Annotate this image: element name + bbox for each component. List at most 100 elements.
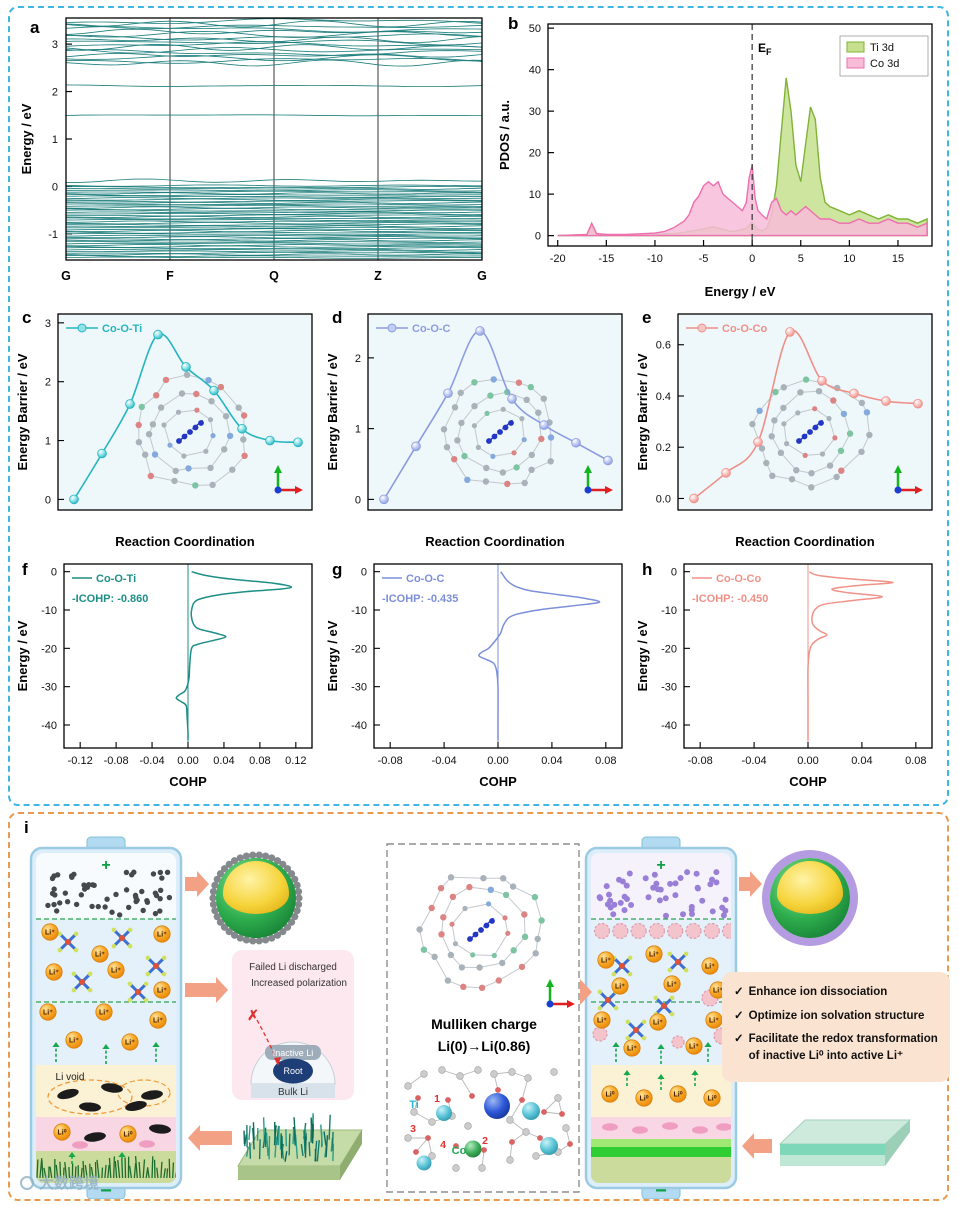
svg-text:0: 0 xyxy=(52,181,58,193)
svg-text:1: 1 xyxy=(355,424,361,436)
site-number-4: 4 xyxy=(440,1139,446,1151)
check-icon: ✓ xyxy=(734,986,744,998)
neb-chart-co-o-ti: 0 1 2 3 Energy Barrier / eV Reaction Coordi… xyxy=(15,313,313,549)
svg-text:Li⁺: Li⁺ xyxy=(709,1018,719,1025)
svg-text:Li⁺: Li⁺ xyxy=(69,1038,79,1045)
check-icon: ✓ xyxy=(734,1009,744,1022)
legend-marker xyxy=(77,323,87,333)
co3d-swatch xyxy=(846,57,865,69)
site-number-2: 2 xyxy=(482,1135,488,1147)
svg-text:5: 5 xyxy=(798,253,804,265)
svg-text:Li⁺: Li⁺ xyxy=(705,964,715,971)
icohp-value: -ICOHP: -0.450 xyxy=(692,593,768,605)
svg-text:Li⁺: Li⁺ xyxy=(601,958,611,965)
svg-text:30: 30 xyxy=(529,106,541,118)
benefits-box: ✓ Enhance ion dissociation ✓ Optimize ion … xyxy=(722,972,950,1082)
svg-text:0: 0 xyxy=(361,567,367,579)
cohp-chart-co-o-c: -0.08 -0.04 0.00 0.04 0.08 0 -10 -20 -30 -40 Ener… xyxy=(325,563,623,789)
right-battery-plus: + xyxy=(656,857,665,874)
svg-text:40: 40 xyxy=(529,65,541,77)
panel-c-xlabel: Reaction Coordination xyxy=(115,534,254,549)
svg-text:-20: -20 xyxy=(661,643,677,655)
svg-text:-30: -30 xyxy=(351,682,367,694)
svg-text:Li⁺: Li⁺ xyxy=(125,1040,135,1047)
svg-text:-20: -20 xyxy=(550,253,566,265)
red-cross-icon: ✗ xyxy=(247,1007,259,1023)
benefit-text-1: Enhance ion dissociation xyxy=(748,986,888,998)
svg-text:0.04: 0.04 xyxy=(851,755,872,767)
legend-co-o-co: Co-O-Co xyxy=(722,323,767,335)
svg-text:-40: -40 xyxy=(661,720,677,732)
cohp-legend: Co-O-Ti -ICOHP: -0.860 xyxy=(72,573,148,605)
battery-interior: Li⁺ Li⁺ Li⁺ Li⁺ Li⁺ Li⁺ Li⁺ Li⁺ Li⁺ Li⁺ Li⁺ Li⁰ Li⁰ xyxy=(36,853,176,1183)
svg-text:Li⁺: Li⁺ xyxy=(45,930,55,937)
mulliken-title: Mulliken charge xyxy=(431,1016,537,1032)
panel-h: h -0.08 -0.04 0.00 0.04 0.08 0 -10 -20 -30 -40 En… xyxy=(634,558,942,802)
panel-f-xlabel: COHP xyxy=(169,774,207,789)
svg-text:-10: -10 xyxy=(647,253,663,265)
neb-legend: Co-O-Ti xyxy=(66,323,142,335)
svg-text:0.4: 0.4 xyxy=(656,391,671,403)
svg-text:0.00: 0.00 xyxy=(487,755,508,767)
svg-text:1: 1 xyxy=(52,134,58,146)
mechanism-schematic: Li⁺ Li⁺ Li⁺ Li⁺ Li⁺ Li⁺ Li⁺ Li⁺ Li⁺ Li⁺ Li⁺ Li⁰ Li⁰ L… xyxy=(29,836,912,1199)
panel-a-label: a xyxy=(30,18,40,37)
molecule-inset xyxy=(416,874,545,991)
panel-g-label: g xyxy=(332,560,343,579)
panel-g-xlabel: COHP xyxy=(479,774,517,789)
neb-chart-co-o-co: 0.0 0.2 0.4 0.6 Energy Barrier / eV Reactio… xyxy=(635,313,933,549)
co-atom-label: Co xyxy=(452,1145,467,1157)
svg-text:-10: -10 xyxy=(41,605,57,617)
svg-text:Li⁺: Li⁺ xyxy=(153,1018,163,1025)
svg-text:0.6: 0.6 xyxy=(656,340,671,352)
legend-co-o-ti: Co-O-Ti xyxy=(96,573,136,585)
svg-text:-0.04: -0.04 xyxy=(742,755,767,767)
svg-text:-20: -20 xyxy=(41,643,57,655)
panel-c-ylabel: Energy Barrier / eV xyxy=(15,353,30,470)
svg-text:Li⁺: Li⁺ xyxy=(653,1020,663,1027)
legend-co-o-ti: Co-O-Ti xyxy=(102,323,142,335)
watermark: 大数跨境 xyxy=(20,1172,99,1193)
svg-text:Li⁺: Li⁺ xyxy=(43,1010,53,1017)
svg-text:0.08: 0.08 xyxy=(905,755,926,767)
svg-text:Li⁰: Li⁰ xyxy=(123,1131,132,1139)
panel-g: g -0.08 -0.04 0.00 0.04 0.08 0 -10 -20 -30 -40 En… xyxy=(324,558,630,802)
svg-text:0.0: 0.0 xyxy=(656,493,671,505)
panel-d: d 0 1 2 Energy Barrier / eV Reaction Coord… xyxy=(324,304,630,556)
panel-a: a G F Q Z G -1 0 1 2 3 Energy / eV xyxy=(16,10,490,302)
svg-text:-15: -15 xyxy=(598,253,614,265)
svg-text:Li⁺: Li⁺ xyxy=(649,952,659,959)
panel-b-ylabel: PDOS / a.u. xyxy=(497,100,512,170)
svg-text:-0.04: -0.04 xyxy=(140,755,165,767)
panel-a-ylabel: Energy / eV xyxy=(19,103,34,174)
svg-text:0.00: 0.00 xyxy=(177,755,198,767)
svg-text:0.00: 0.00 xyxy=(797,755,818,767)
failure-line2: Increased polarization xyxy=(251,978,347,989)
svg-text:0.04: 0.04 xyxy=(541,755,562,767)
svg-text:Li⁺: Li⁺ xyxy=(689,1044,699,1051)
svg-text:Li⁺: Li⁺ xyxy=(99,1010,109,1017)
cohp-chart-co-o-ti: -0.12 -0.08 -0.04 0.00 0.04 0.08 0.12 0 -10 -20 -3… xyxy=(15,563,313,789)
svg-text:-10: -10 xyxy=(351,605,367,617)
svg-text:Li⁺: Li⁺ xyxy=(713,988,723,995)
panel-e-ylabel: Energy Barrier / eV xyxy=(635,353,650,470)
svg-text:-40: -40 xyxy=(351,720,367,732)
neb-chart-co-o-c: 0 1 2 Energy Barrier / eV Reaction Coordin… xyxy=(325,313,623,549)
svg-text:0: 0 xyxy=(749,253,755,265)
legend-marker xyxy=(697,323,707,333)
bulk-li-label: Bulk Li xyxy=(278,1087,308,1098)
benefit-item: ✓ Optimize ion solvation structure xyxy=(734,1008,940,1025)
svg-text:Li⁰: Li⁰ xyxy=(605,1091,614,1099)
panel-h-ylabel: Energy / eV xyxy=(635,620,650,691)
cohp-legend: Co-O-Co -ICOHP: -0.450 xyxy=(692,573,768,605)
svg-text:-0.08: -0.08 xyxy=(688,755,713,767)
svg-text:0: 0 xyxy=(45,494,51,506)
panel-f-label: f xyxy=(22,560,28,579)
panel-h-xlabel: COHP xyxy=(789,774,827,789)
panel-d-label: d xyxy=(332,308,343,327)
mulliken-annotation: Mulliken charge Li(0)→Li(0.86) xyxy=(389,1014,579,1057)
svg-text:Li⁰: Li⁰ xyxy=(673,1091,682,1099)
svg-text:-40: -40 xyxy=(41,720,57,732)
benefit-text-2: Optimize ion solvation structure xyxy=(748,1009,925,1022)
panel-i-label: i xyxy=(24,818,29,837)
